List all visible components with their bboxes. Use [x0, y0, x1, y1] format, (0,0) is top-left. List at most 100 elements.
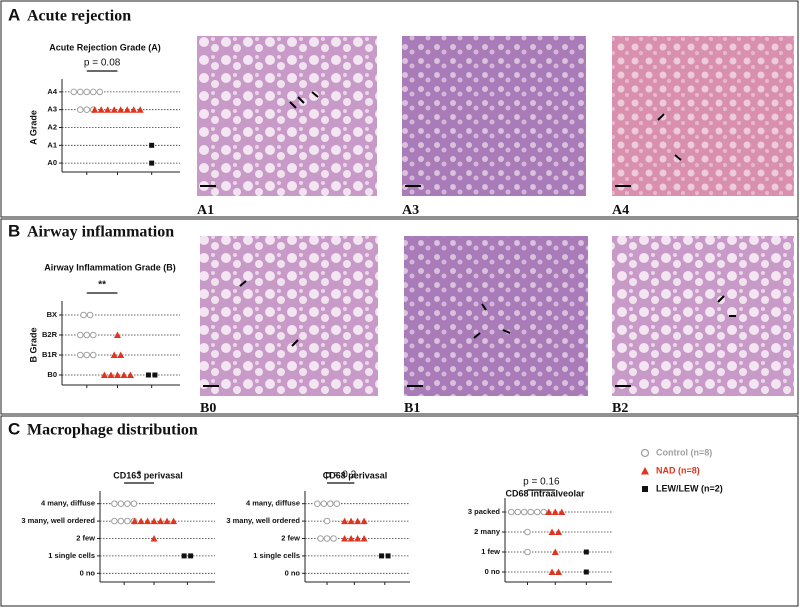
data-point: [111, 500, 118, 508]
data-point: [354, 517, 362, 525]
data-point: [97, 106, 105, 113]
y-tick-label: 0 no: [80, 568, 96, 577]
data-point: [347, 535, 355, 542]
data-point: [323, 535, 331, 542]
data-point: [545, 508, 553, 515]
data-point: [524, 548, 531, 556]
data-point: [89, 351, 97, 359]
data-point: [181, 553, 187, 559]
data-point: [520, 508, 528, 516]
y-tick-label: A1: [47, 140, 57, 149]
y-tick-label: 2 few: [281, 533, 300, 542]
data-point: [188, 553, 194, 559]
data-point: [379, 553, 385, 559]
y-axis-label: A Grade: [28, 110, 38, 145]
data-point: [555, 568, 563, 575]
y-tick-label: 2 many: [474, 527, 501, 536]
data-point: [533, 508, 541, 516]
legend-label: NAD (n=8): [656, 465, 700, 475]
annotation: *: [137, 470, 141, 481]
y-tick-label: B1R: [42, 350, 58, 359]
data-point: [145, 372, 151, 378]
data-point: [111, 517, 118, 525]
data-point: [76, 351, 84, 359]
chart-title: CD68 perivasal: [323, 470, 388, 480]
data-point: [117, 517, 125, 525]
chart-title: CD163 perivasal: [113, 470, 183, 480]
data-point: [327, 500, 334, 508]
data-point: [91, 106, 99, 113]
panel-letter: B: [8, 221, 20, 240]
data-point: [514, 508, 522, 516]
data-point: [117, 500, 125, 508]
data-point: [347, 517, 355, 525]
data-point: [130, 500, 138, 508]
data-point: [113, 371, 121, 378]
data-point: [76, 88, 84, 96]
data-point: [89, 331, 97, 339]
data-point: [150, 517, 158, 525]
y-tick-label: 3 packed: [468, 507, 501, 516]
data-point: [157, 517, 165, 525]
image-label: A3: [402, 203, 419, 218]
data-point: [540, 508, 548, 516]
data-point: [555, 528, 563, 535]
data-point: [136, 106, 144, 113]
y-tick-label: 3 many, well ordered: [226, 516, 300, 525]
data-point: [107, 371, 115, 378]
data-point: [360, 517, 368, 525]
data-point: [131, 517, 139, 525]
data-point: [170, 517, 178, 525]
data-point: [86, 311, 94, 319]
data-point: [317, 535, 324, 542]
chart-title: CD68 intraalveolar: [505, 488, 585, 498]
data-point: [163, 517, 171, 525]
data-point: [70, 88, 78, 96]
data-point: [83, 351, 91, 359]
legend-label: Control (n=8): [656, 447, 712, 457]
data-point: [130, 106, 138, 113]
annotation: p = 0.08: [84, 58, 121, 69]
panel-heading: Acute rejection: [27, 8, 131, 25]
y-tick-label: 3 many, well ordered: [21, 516, 95, 525]
y-tick-label: 0 no: [285, 568, 301, 577]
y-tick-label: B2R: [42, 330, 58, 339]
y-tick-label: 1 single cells: [253, 551, 300, 560]
image-label: A1: [197, 203, 214, 218]
data-point: [120, 371, 128, 378]
data-point: [76, 106, 84, 113]
data-point: [548, 568, 556, 575]
data-point: [110, 351, 118, 358]
y-tick-label: A4: [47, 87, 57, 96]
data-point: [123, 106, 131, 113]
data-point: [117, 106, 125, 113]
data-point: [144, 517, 152, 525]
data-point: [104, 106, 112, 113]
data-point: [124, 500, 131, 508]
data-point: [149, 160, 155, 166]
data-point: [83, 88, 91, 96]
legend-label: LEW/LEW (n=2): [656, 483, 723, 493]
data-point: [149, 142, 155, 148]
data-point: [551, 508, 559, 515]
y-axis-label: B Grade: [28, 327, 38, 362]
y-tick-label: 0 no: [485, 567, 501, 576]
data-point: [80, 311, 87, 319]
panel-letter: A: [8, 5, 20, 24]
y-tick-label: 2 few: [76, 533, 95, 542]
data-point: [110, 106, 118, 113]
data-point: [583, 549, 589, 555]
y-tick-label: 1 single cells: [48, 551, 95, 560]
y-tick-label: A0: [47, 158, 57, 167]
y-tick-label: 4 many, diffuse: [41, 499, 95, 508]
panel-letter: C: [8, 419, 20, 438]
data-point: [152, 372, 158, 378]
image-label: B2: [612, 401, 628, 416]
data-point: [583, 569, 589, 575]
annotation: p = 0.16: [523, 477, 560, 488]
y-tick-label: 1 few: [481, 547, 500, 556]
data-point: [76, 331, 84, 339]
data-point: [89, 88, 97, 96]
data-point: [341, 517, 349, 525]
